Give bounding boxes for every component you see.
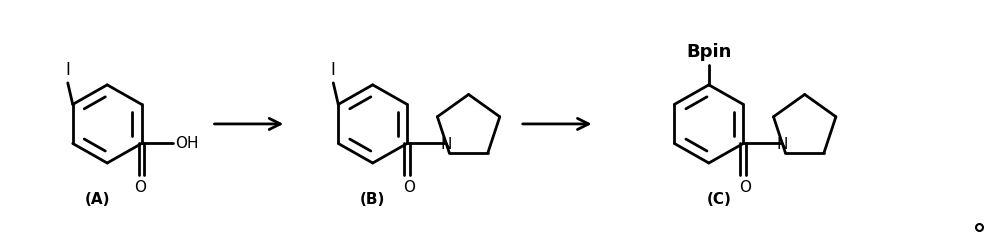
- Text: O: O: [739, 180, 751, 195]
- Text: O: O: [403, 180, 415, 195]
- Text: I: I: [65, 61, 70, 79]
- Text: N: N: [776, 137, 788, 152]
- Text: (C): (C): [706, 192, 731, 207]
- Text: N: N: [440, 137, 452, 152]
- Text: OH: OH: [175, 136, 199, 151]
- Text: I: I: [331, 61, 336, 79]
- Text: (A): (A): [85, 192, 110, 207]
- Text: Bpin: Bpin: [686, 43, 732, 61]
- Text: (B): (B): [360, 192, 385, 207]
- Text: O: O: [134, 180, 146, 195]
